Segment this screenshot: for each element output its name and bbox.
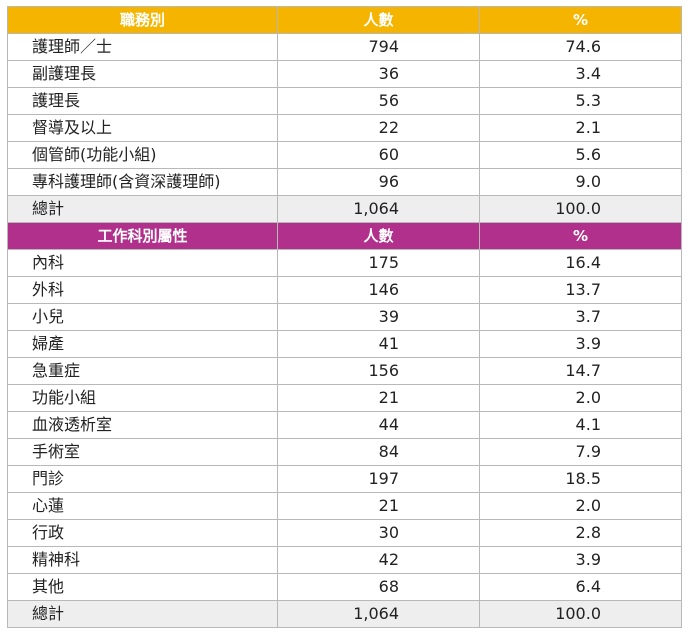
row-percent: 6.4 [479, 573, 682, 601]
total-row-department: 總計 1,064 100.0 [7, 600, 682, 628]
row-count: 146 [277, 276, 480, 304]
total-percent: 100.0 [479, 195, 682, 223]
row-count: 42 [277, 546, 480, 574]
row-count: 156 [277, 357, 480, 385]
row-percent: 2.0 [479, 384, 682, 412]
row-count: 21 [277, 384, 480, 412]
row-label: 手術室 [7, 438, 278, 466]
header-job-title: 職務別 [7, 6, 278, 34]
row-percent: 3.7 [479, 303, 682, 331]
row-label: 功能小組 [7, 384, 278, 412]
total-row-job-title: 總計 1,064 100.0 [7, 195, 682, 223]
total-label: 總計 [7, 195, 278, 223]
row-percent: 16.4 [479, 249, 682, 277]
row-label: 外科 [7, 276, 278, 304]
total-percent: 100.0 [479, 600, 682, 628]
row-label: 精神科 [7, 546, 278, 574]
row-percent: 5.3 [479, 87, 682, 115]
row-percent: 3.9 [479, 330, 682, 358]
total-count: 1,064 [277, 195, 480, 223]
table-row: 門診 197 18.5 [7, 465, 682, 493]
row-count: 30 [277, 519, 480, 547]
table-row: 精神科 42 3.9 [7, 546, 682, 574]
row-count: 175 [277, 249, 480, 277]
row-label: 護理師／士 [7, 33, 278, 61]
row-percent: 5.6 [479, 141, 682, 169]
table-row: 婦產 41 3.9 [7, 330, 682, 358]
row-label: 護理長 [7, 87, 278, 115]
row-count: 197 [277, 465, 480, 493]
row-count: 96 [277, 168, 480, 196]
table-row: 其他 68 6.4 [7, 573, 682, 601]
row-percent: 18.5 [479, 465, 682, 493]
row-label: 小兒 [7, 303, 278, 331]
row-label: 急重症 [7, 357, 278, 385]
header-count: 人數 [277, 222, 480, 250]
row-label: 督導及以上 [7, 114, 278, 142]
row-label: 個管師(功能小組) [7, 141, 278, 169]
table-row: 護理師／士 794 74.6 [7, 33, 682, 61]
row-percent: 74.6 [479, 33, 682, 61]
section-department: 工作科別屬性 人數 % 內科 175 16.4 外科 146 13.7 小兒 39 3.7 … [7, 222, 682, 628]
row-percent: 3.4 [479, 60, 682, 88]
row-percent: 9.0 [479, 168, 682, 196]
table-row: 護理長 56 5.3 [7, 87, 682, 115]
table-row: 督導及以上 22 2.1 [7, 114, 682, 142]
table-row: 心蓮 21 2.0 [7, 492, 682, 520]
header-department: 工作科別屬性 [7, 222, 278, 250]
row-label: 副護理長 [7, 60, 278, 88]
table-row: 內科 175 16.4 [7, 249, 682, 277]
header-count: 人數 [277, 6, 480, 34]
row-percent: 7.9 [479, 438, 682, 466]
row-count: 84 [277, 438, 480, 466]
table-row: 行政 30 2.8 [7, 519, 682, 547]
row-count: 60 [277, 141, 480, 169]
row-percent: 2.1 [479, 114, 682, 142]
row-count: 39 [277, 303, 480, 331]
table-row: 小兒 39 3.7 [7, 303, 682, 331]
row-label: 專科護理師(含資深護理師) [7, 168, 278, 196]
header-row-department: 工作科別屬性 人數 % [7, 222, 682, 250]
header-percent: % [479, 6, 682, 34]
header-percent: % [479, 222, 682, 250]
row-percent: 14.7 [479, 357, 682, 385]
row-count: 22 [277, 114, 480, 142]
table-row: 急重症 156 14.7 [7, 357, 682, 385]
section-job-title: 職務別 人數 % 護理師／士 794 74.6 副護理長 36 3.4 護理長 56 5.3… [7, 6, 682, 223]
row-label: 內科 [7, 249, 278, 277]
row-label: 其他 [7, 573, 278, 601]
row-label: 血液透析室 [7, 411, 278, 439]
row-percent: 3.9 [479, 546, 682, 574]
table-row: 外科 146 13.7 [7, 276, 682, 304]
row-label: 門診 [7, 465, 278, 493]
table-row: 專科護理師(含資深護理師) 96 9.0 [7, 168, 682, 196]
table-row: 副護理長 36 3.4 [7, 60, 682, 88]
table-row: 個管師(功能小組) 60 5.6 [7, 141, 682, 169]
row-label: 婦產 [7, 330, 278, 358]
row-label: 心蓮 [7, 492, 278, 520]
table-row: 手術室 84 7.9 [7, 438, 682, 466]
row-count: 36 [277, 60, 480, 88]
row-count: 44 [277, 411, 480, 439]
row-count: 41 [277, 330, 480, 358]
table-row: 功能小組 21 2.0 [7, 384, 682, 412]
row-label: 行政 [7, 519, 278, 547]
row-count: 56 [277, 87, 480, 115]
row-percent: 13.7 [479, 276, 682, 304]
total-count: 1,064 [277, 600, 480, 628]
row-count: 794 [277, 33, 480, 61]
row-count: 68 [277, 573, 480, 601]
staff-statistics-table: 職務別 人數 % 護理師／士 794 74.6 副護理長 36 3.4 護理長 56 5.3… [7, 6, 682, 628]
row-percent: 2.0 [479, 492, 682, 520]
total-label: 總計 [7, 600, 278, 628]
row-percent: 4.1 [479, 411, 682, 439]
table-row: 血液透析室 44 4.1 [7, 411, 682, 439]
row-count: 21 [277, 492, 480, 520]
row-percent: 2.8 [479, 519, 682, 547]
header-row-job-title: 職務別 人數 % [7, 6, 682, 34]
